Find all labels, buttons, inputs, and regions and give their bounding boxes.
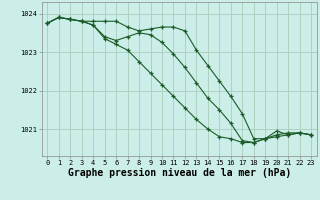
X-axis label: Graphe pression niveau de la mer (hPa): Graphe pression niveau de la mer (hPa) [68, 168, 291, 178]
